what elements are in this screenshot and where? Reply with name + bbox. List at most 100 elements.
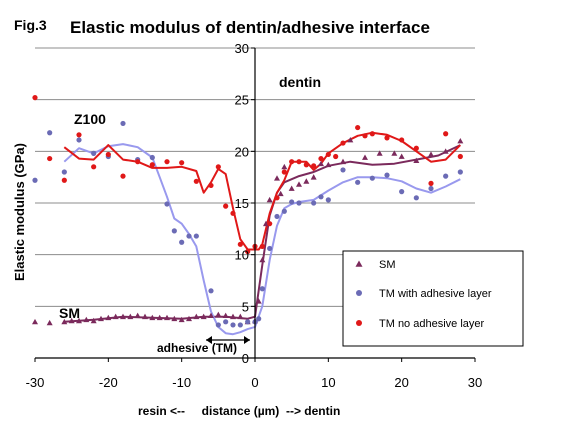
point-tm-with-adhesive-layer-14 xyxy=(208,288,214,294)
point-sm-38 xyxy=(303,178,310,184)
point-sm-2 xyxy=(61,318,68,325)
point-sm-1 xyxy=(46,319,53,326)
x-tick-label--20: -20 xyxy=(99,375,118,390)
x-tick-labels: -30 -20 -10 0 10 20 30 xyxy=(26,375,483,390)
point-tm-no-adhesive-layer-34 xyxy=(384,135,390,141)
point-sm-11 xyxy=(127,313,134,320)
x-tick-label--30: -30 xyxy=(26,375,45,390)
point-tm-no-adhesive-layer-21 xyxy=(274,195,280,201)
point-sm-47 xyxy=(398,153,405,159)
point-tm-with-adhesive-layer-16 xyxy=(223,319,229,325)
point-tm-no-adhesive-layer-33 xyxy=(369,131,375,137)
point-tm-with-adhesive-layer-15 xyxy=(215,322,221,328)
point-tm-with-adhesive-layer-9 xyxy=(164,201,170,207)
point-tm-no-adhesive-layer-20 xyxy=(267,221,273,227)
point-sm-5 xyxy=(83,316,90,323)
point-tm-with-adhesive-layer-36 xyxy=(413,195,419,201)
y-tick-label-20: 20 xyxy=(235,144,249,159)
point-tm-no-adhesive-layer-36 xyxy=(413,145,419,151)
point-sm-41 xyxy=(325,161,332,168)
x-tick-label-20: 20 xyxy=(394,375,408,390)
point-tm-with-adhesive-layer-21 xyxy=(256,316,262,322)
point-tm-with-adhesive-layer-17 xyxy=(230,322,236,328)
annotation-adhesive: adhesive (TM) xyxy=(157,341,237,355)
point-tm-no-adhesive-layer-4 xyxy=(91,164,97,170)
point-tm-no-adhesive-layer-13 xyxy=(215,164,221,170)
annotation-sm: SM xyxy=(59,305,80,321)
point-sm-25 xyxy=(230,313,236,320)
point-tm-with-adhesive-layer-27 xyxy=(296,200,302,206)
point-sm-20 xyxy=(193,313,200,320)
point-tm-with-adhesive-layer-31 xyxy=(340,167,346,173)
point-sm-22 xyxy=(208,312,214,319)
point-sm-3 xyxy=(68,317,75,324)
point-tm-with-adhesive-layer-26 xyxy=(289,199,295,205)
point-tm-with-adhesive-layer-30 xyxy=(325,197,331,203)
point-sm-14 xyxy=(149,314,156,321)
point-tm-with-adhesive-layer-25 xyxy=(281,208,287,214)
point-tm-no-adhesive-layer-25 xyxy=(303,162,309,168)
point-tm-with-adhesive-layer-11 xyxy=(179,239,185,245)
y-tick-label-10: 10 xyxy=(235,248,249,263)
point-tm-with-adhesive-layer-2 xyxy=(61,169,67,175)
point-tm-no-adhesive-layer-1 xyxy=(47,155,53,162)
point-sm-16 xyxy=(164,314,170,321)
data-markers xyxy=(32,95,464,328)
point-sm-7 xyxy=(98,315,104,322)
point-sm-36 xyxy=(288,185,295,191)
chart-title: Elastic modulus of dentin/adhesive inter… xyxy=(70,18,430,37)
point-sm-0 xyxy=(32,318,38,325)
point-sm-6 xyxy=(90,317,97,324)
point-tm-no-adhesive-layer-32 xyxy=(362,133,368,139)
point-tm-no-adhesive-layer-28 xyxy=(325,151,331,158)
point-tm-with-adhesive-layer-28 xyxy=(311,200,317,206)
point-sm-50 xyxy=(442,148,449,154)
point-sm-33 xyxy=(274,175,280,181)
point-sm-8 xyxy=(105,314,112,321)
legend-label-tm-with-adhesive: TM with adhesive layer xyxy=(379,288,492,300)
point-tm-no-adhesive-layer-29 xyxy=(333,153,339,160)
point-sm-10 xyxy=(120,313,126,320)
legend-entry-tm-no-adhesive: TM no adhesive layer xyxy=(356,318,484,330)
y-tick-labels: 0 5 10 15 20 25 30 xyxy=(235,41,249,366)
annotation-dentin: dentin xyxy=(279,74,321,90)
point-tm-no-adhesive-layer-37 xyxy=(428,180,434,186)
x-tick-label--10: -10 xyxy=(172,375,191,390)
point-sm-51 xyxy=(457,138,464,144)
point-tm-no-adhesive-layer-38 xyxy=(443,131,449,137)
point-tm-no-adhesive-layer-3 xyxy=(76,132,82,138)
x-axis-label: resin <-- distance (µm) --> dentin xyxy=(138,404,340,418)
point-sm-15 xyxy=(156,314,163,321)
legend-marker-tm-with-adhesive xyxy=(356,290,362,296)
point-tm-no-adhesive-layer-39 xyxy=(457,153,463,160)
point-tm-no-adhesive-layer-8 xyxy=(149,162,155,168)
y-tick-label-5: 5 xyxy=(242,299,249,314)
point-tm-with-adhesive-layer-23 xyxy=(267,245,273,252)
axes xyxy=(34,47,476,362)
point-sm-37 xyxy=(296,181,302,187)
point-tm-no-adhesive-layer-19 xyxy=(259,243,265,249)
point-tm-with-adhesive-layer-12 xyxy=(186,233,192,239)
point-sm-40 xyxy=(318,160,324,167)
point-sm-12 xyxy=(134,312,141,319)
y-tick-label-25: 25 xyxy=(235,93,249,108)
point-tm-no-adhesive-layer-31 xyxy=(355,124,361,131)
point-sm-48 xyxy=(413,157,420,164)
point-tm-no-adhesive-layer-15 xyxy=(230,210,236,216)
point-tm-no-adhesive-layer-7 xyxy=(135,159,141,165)
point-tm-with-adhesive-layer-6 xyxy=(120,120,126,127)
point-tm-with-adhesive-layer-19 xyxy=(245,319,251,325)
point-sm-23 xyxy=(215,311,222,317)
point-sm-9 xyxy=(112,313,119,320)
point-tm-no-adhesive-layer-23 xyxy=(289,159,295,165)
point-sm-24 xyxy=(222,312,229,319)
point-tm-no-adhesive-layer-6 xyxy=(120,173,126,179)
point-tm-no-adhesive-layer-17 xyxy=(245,248,251,255)
point-tm-no-adhesive-layer-30 xyxy=(340,140,346,146)
point-tm-no-adhesive-layer-35 xyxy=(399,137,405,143)
point-sm-46 xyxy=(391,150,398,156)
legend-marker-tm-no-adhesive xyxy=(356,320,362,326)
point-tm-with-adhesive-layer-0 xyxy=(32,177,38,183)
point-tm-with-adhesive-layer-8 xyxy=(149,154,155,161)
